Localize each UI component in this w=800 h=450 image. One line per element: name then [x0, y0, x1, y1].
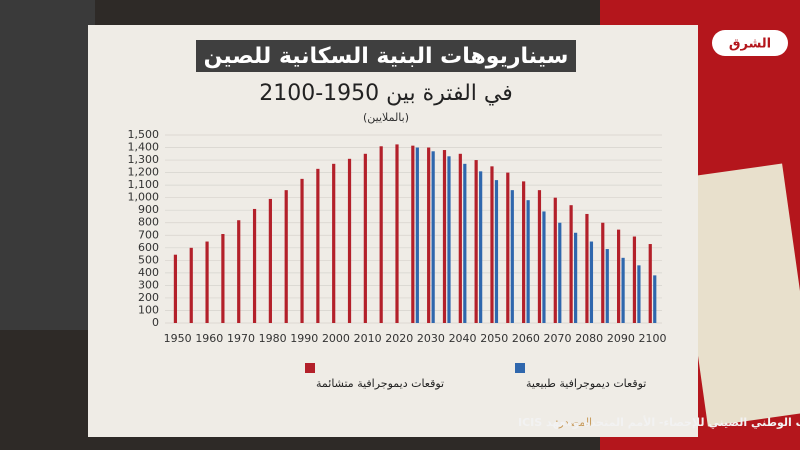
bar: [395, 144, 399, 323]
bar: [605, 249, 609, 323]
bar: [574, 232, 578, 323]
y-tick-label: 1,200: [128, 166, 160, 179]
x-tick-label: 1960: [195, 332, 223, 345]
bar: [553, 197, 557, 323]
bar: [411, 145, 415, 323]
title-box: [196, 40, 576, 72]
x-tick-label: 1990: [290, 332, 318, 345]
bar: [463, 163, 467, 323]
source: المكتب الوطني الصيني للإحصاء- الأمم المت…: [518, 415, 800, 429]
x-tick-label: 2090: [607, 332, 635, 345]
bar: [648, 244, 652, 323]
bar: [569, 205, 573, 323]
y-tick-label: 100: [138, 303, 159, 316]
legend-swatch: [305, 363, 315, 373]
legend-swatch: [515, 363, 525, 373]
chart-title: سيناريوهات البنية السكانية للصين: [204, 44, 569, 69]
x-tick-label: 2030: [417, 332, 445, 345]
bar: [526, 200, 530, 323]
bar: [431, 151, 435, 323]
bar: [347, 158, 352, 323]
y-tick-label: 300: [138, 278, 159, 291]
y-tick-label: 1,300: [128, 153, 160, 166]
x-tick-label: 2050: [480, 332, 508, 345]
bar: [284, 190, 288, 323]
bar: [589, 241, 594, 323]
bar: [506, 172, 510, 323]
bar: [427, 147, 431, 323]
bar: [415, 147, 419, 323]
bar: [653, 275, 657, 323]
bar: [300, 178, 304, 323]
bar: [637, 265, 641, 323]
y-tick-label: 0: [152, 316, 159, 329]
y-tick-label: 500: [138, 253, 159, 266]
bar: [252, 208, 257, 323]
y-tick-label: 200: [138, 291, 159, 304]
x-tick-label: 2040: [449, 332, 477, 345]
y-tick-label: 900: [138, 203, 159, 216]
bar: [494, 180, 499, 323]
y-tick-label: 800: [138, 216, 159, 229]
y-tick-label: 600: [138, 241, 159, 254]
x-tick-label: 2000: [322, 332, 350, 345]
bar: [522, 181, 526, 323]
x-tick-label: 1950: [164, 332, 192, 345]
bar: [474, 160, 478, 323]
bar: [221, 234, 225, 323]
y-tick-label: 1,400: [128, 141, 160, 154]
papers: [673, 163, 800, 427]
paper: [88, 25, 698, 437]
bar: [537, 190, 542, 323]
bar: [363, 153, 367, 323]
x-tick-label: 1970: [227, 332, 255, 345]
x-tick-label: 2010: [354, 332, 382, 345]
bar: [616, 229, 621, 323]
logo: الشرق: [729, 37, 771, 52]
bar: [601, 222, 605, 323]
bar: [332, 163, 336, 323]
bar: [558, 222, 562, 323]
bar: [189, 247, 193, 323]
logo-box: [712, 30, 788, 56]
legend-label: توقعات ديموجرافية متشائمة: [316, 377, 444, 390]
bar: [510, 190, 514, 323]
bar: [479, 171, 483, 323]
bar: [268, 198, 272, 323]
bar: [379, 146, 383, 323]
bar: [458, 153, 462, 323]
x-tick-label: 2080: [575, 332, 603, 345]
y-tick-label: 700: [138, 228, 159, 241]
legend-label: توقعات ديموجرافية طبيعية: [526, 377, 646, 390]
calculator: [0, 0, 95, 330]
source-label: المصدر:: [555, 416, 592, 429]
y-tick-label: 400: [138, 266, 159, 279]
y-tick-label: 1,100: [128, 178, 160, 191]
bar: [585, 213, 589, 323]
x-tick-label: 1980: [259, 332, 287, 345]
bar: [447, 156, 451, 323]
bar: [442, 150, 447, 323]
chart-subtitle: في الفترة بين 1950-2100: [259, 81, 513, 106]
bar: [632, 236, 637, 323]
bar: [205, 241, 209, 323]
unit-note: (بالملايين): [363, 111, 409, 124]
y-tick-label: 1,000: [128, 191, 160, 204]
bar: [173, 254, 178, 323]
y-tick-label: 1,500: [128, 128, 160, 141]
x-tick-label: 2100: [639, 332, 667, 345]
bar: [316, 168, 320, 323]
bar: [237, 220, 241, 323]
bar: [542, 211, 546, 323]
bar: [490, 166, 494, 323]
bar: [621, 257, 625, 323]
x-tick-label: 2060: [512, 332, 540, 345]
x-tick-label: 2020: [385, 332, 413, 345]
x-tick-label: 2070: [544, 332, 572, 345]
